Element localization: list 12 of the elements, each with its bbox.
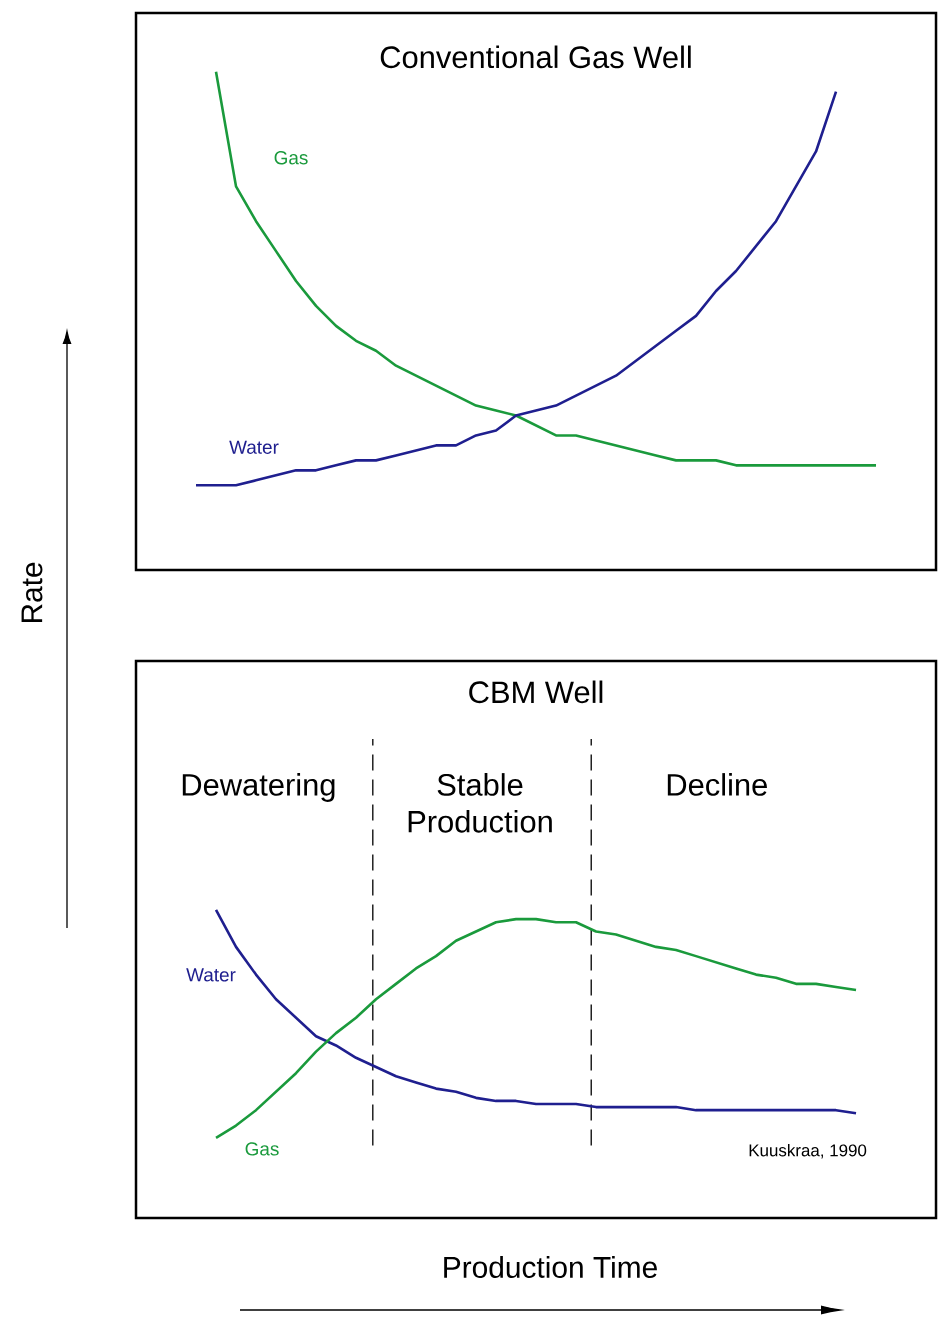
x-axis-title: Production Time	[444, 1256, 657, 1278]
text: Decline	[667, 773, 767, 796]
text: Gas	[274, 151, 308, 165]
chart-title: Conventional Gas Well	[380, 45, 691, 69]
series-label: Gas	[245, 1142, 279, 1156]
text: Stable Production	[408, 773, 552, 833]
text: Dewatering	[182, 773, 335, 802]
series-label: Water	[186, 968, 236, 982]
annotation: Kuuskraa, 1990	[749, 1143, 867, 1159]
y-axis-title: Rate	[21, 562, 43, 623]
chart-title: CBM Well	[469, 680, 603, 704]
series-label: Water	[229, 440, 279, 454]
